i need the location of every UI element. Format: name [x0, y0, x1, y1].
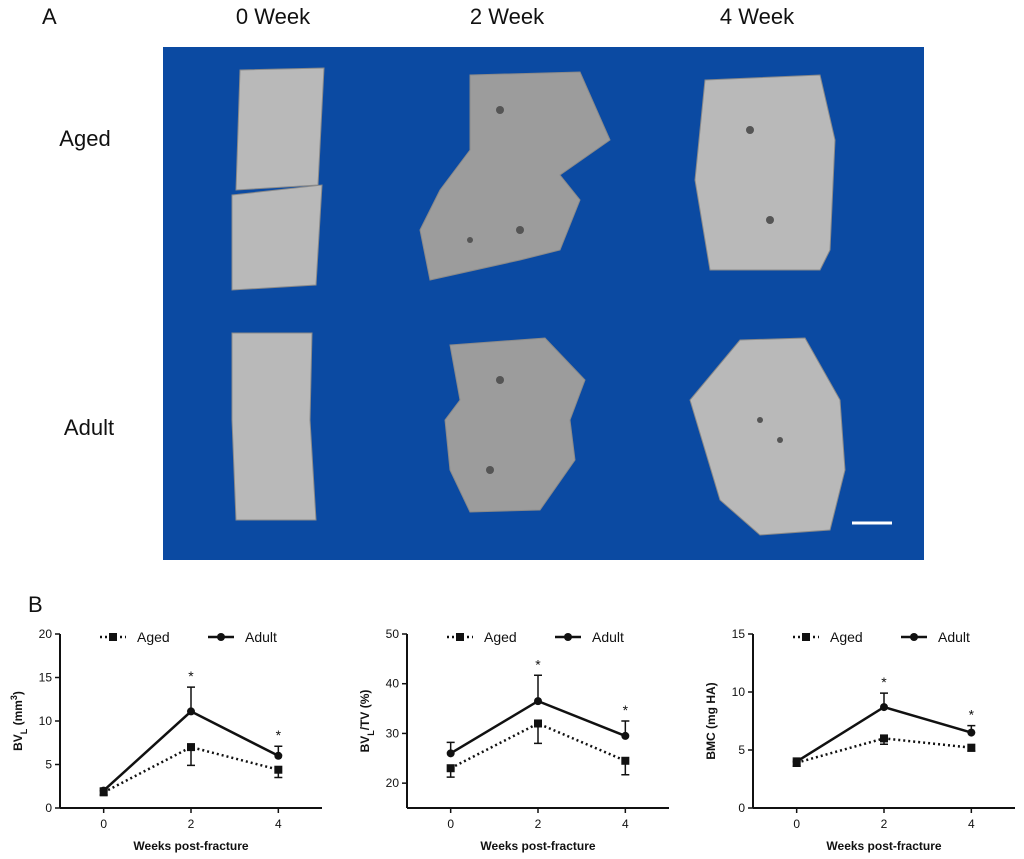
y-axis-label: BVL (mm3)	[9, 691, 29, 751]
x-axis-label: Weeks post-fracture	[133, 839, 248, 853]
bone-texture	[467, 106, 783, 474]
legend-label: Aged	[830, 629, 863, 645]
series-line	[450, 722, 626, 770]
x-tick-label: 0	[793, 817, 800, 831]
marker	[621, 756, 630, 765]
error-bar	[187, 686, 195, 712]
series-line	[796, 705, 972, 763]
row-label: Aged	[59, 126, 110, 151]
x-tick-label: 0	[100, 817, 107, 831]
marker	[99, 786, 108, 795]
y-tick-label: 5	[738, 743, 745, 757]
marker	[187, 707, 195, 716]
y-tick-label: 10	[732, 685, 746, 699]
marker	[564, 633, 572, 641]
y-tick-label: 15	[732, 627, 746, 641]
x-tick-label: 4	[622, 817, 629, 831]
y-axis-label: BMC (mg HA)	[704, 682, 718, 759]
legend-label: Adult	[938, 629, 970, 645]
column-label: 2 Week	[470, 4, 545, 29]
y-axis-label-part: BV	[11, 734, 25, 751]
y-axis-label-part: L	[366, 730, 376, 736]
marker	[880, 734, 888, 743]
significance-mark: *	[188, 668, 194, 684]
marker	[967, 728, 976, 737]
marker	[446, 764, 455, 773]
y-tick-label: 10	[39, 714, 53, 728]
row-label: Adult	[64, 415, 114, 440]
x-tick-label: 2	[881, 817, 888, 831]
x-tick-label: 2	[535, 817, 542, 831]
legend-label: Aged	[484, 629, 517, 645]
y-tick-label: 30	[386, 726, 400, 740]
marker	[456, 633, 464, 641]
x-tick-label: 4	[275, 817, 282, 831]
marker	[534, 697, 542, 706]
y-tick-label: 20	[39, 627, 53, 641]
marker	[967, 743, 976, 752]
significance-mark: *	[969, 707, 975, 723]
y-tick-label: 0	[738, 801, 745, 815]
y-axis-label-part: L	[19, 728, 29, 734]
y-axis-label-part: )	[11, 691, 25, 695]
marker	[274, 765, 283, 774]
legend-label: Adult	[245, 629, 277, 645]
marker	[187, 743, 195, 752]
significance-mark: *	[535, 656, 541, 672]
marker	[621, 731, 630, 740]
y-axis-label-part: (mm	[11, 700, 25, 729]
y-tick-label: 15	[39, 671, 53, 685]
marker	[217, 633, 225, 641]
legend-label: Aged	[137, 629, 170, 645]
x-tick-label: 0	[447, 817, 454, 831]
marker	[109, 633, 117, 641]
marker	[274, 751, 283, 760]
y-tick-label: 0	[45, 801, 52, 815]
marker	[880, 703, 888, 712]
marker	[792, 757, 801, 766]
y-axis-label-part: BMC (mg HA)	[704, 682, 718, 759]
significance-mark: *	[623, 702, 629, 718]
x-tick-label: 2	[188, 817, 195, 831]
y-tick-label: 5	[45, 758, 52, 772]
y-axis-label: BVL/TV (%)	[358, 690, 376, 753]
x-axis-label: Weeks post-fracture	[826, 839, 941, 853]
panel-label: B	[28, 592, 43, 617]
y-tick-label: 50	[386, 627, 400, 641]
panel-label: A	[42, 4, 57, 29]
significance-mark: *	[881, 674, 887, 690]
marker	[534, 719, 542, 728]
marker	[910, 633, 918, 641]
column-label: 0 Week	[236, 4, 311, 29]
bone-renders	[231, 67, 846, 536]
legend-label: Adult	[592, 629, 624, 645]
marker	[446, 749, 455, 758]
y-tick-label: 40	[386, 677, 400, 691]
significance-mark: *	[276, 727, 282, 743]
y-axis-label-part: 3	[9, 695, 19, 700]
error-bar	[534, 674, 542, 702]
x-tick-label: 4	[968, 817, 975, 831]
marker	[802, 633, 810, 641]
x-axis-label: Weeks post-fracture	[480, 839, 595, 853]
y-tick-label: 20	[386, 776, 400, 790]
y-axis-label-part: /TV (%)	[358, 690, 372, 731]
column-label: 4 Week	[720, 4, 795, 29]
y-axis-label-part: BV	[358, 736, 372, 753]
